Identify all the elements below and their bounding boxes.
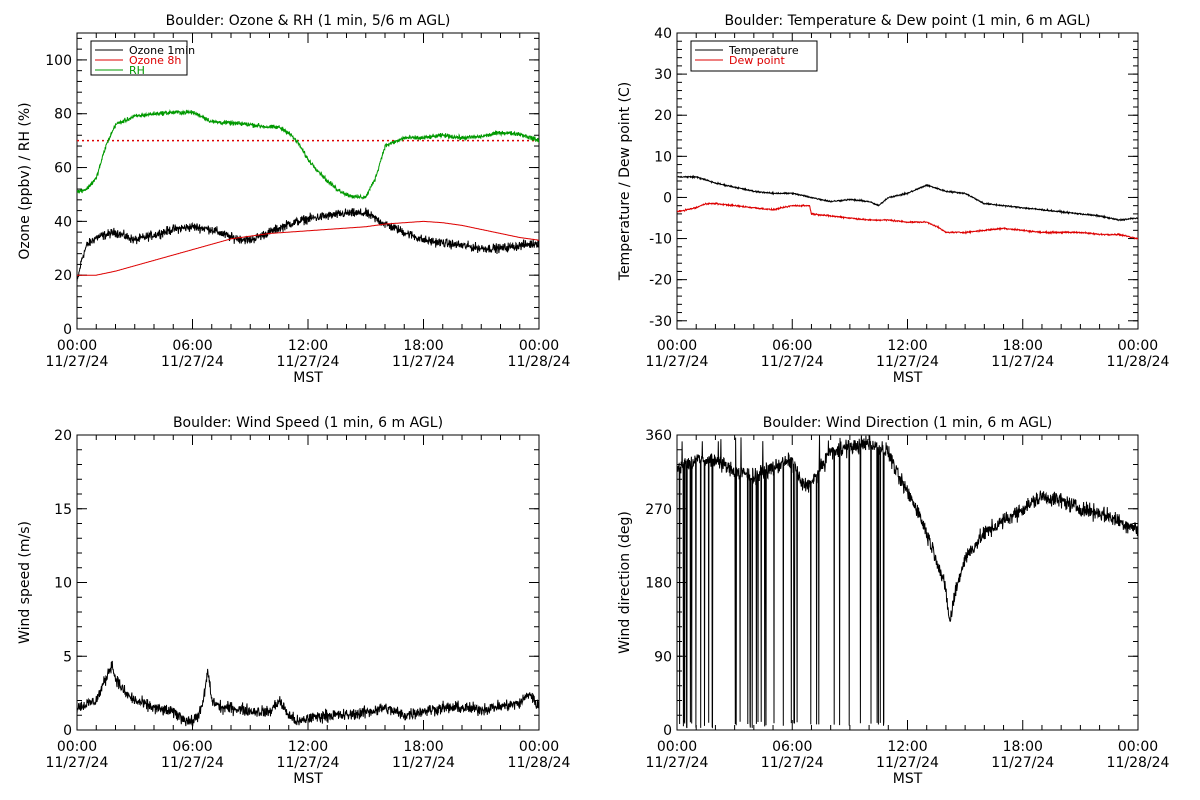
legend-label: Dew point xyxy=(729,54,785,67)
panel-title: Boulder: Temperature & Dew point (1 min,… xyxy=(724,13,1090,29)
panel-title: Boulder: Wind Speed (1 min, 6 m AGL) xyxy=(173,415,443,431)
y-tick-label: 15 xyxy=(54,502,72,518)
x-tick-label-time: 00:00 xyxy=(519,739,559,755)
x-tick-label-time: 00:00 xyxy=(57,739,97,755)
x-tick-label-time: 06:00 xyxy=(772,338,812,354)
x-tick-label-time: 00:00 xyxy=(1118,739,1158,755)
panel-temp_dew: Boulder: Temperature & Dew point (1 min,… xyxy=(617,13,1170,386)
x-axis-label: MST xyxy=(293,771,323,787)
series-line-series-0 xyxy=(677,435,1138,729)
x-tick-label-time: 00:00 xyxy=(519,338,559,354)
y-tick-label: 40 xyxy=(54,214,72,230)
y-axis-label: Wind direction (deg) xyxy=(617,511,633,654)
x-tick-label-date: 11/27/24 xyxy=(991,755,1054,771)
y-axis-label: Temperature / Dew point (C) xyxy=(617,82,633,281)
y-tick-label: 40 xyxy=(654,26,672,42)
x-tick-label-time: 18:00 xyxy=(403,338,443,354)
x-tick-label-time: 00:00 xyxy=(657,338,697,354)
series-line-dew-point xyxy=(677,201,1138,240)
y-tick-label: 0 xyxy=(63,322,72,338)
x-tick-label-date: 11/27/24 xyxy=(876,354,939,370)
y-tick-label: 20 xyxy=(54,268,72,284)
series-line-series-0 xyxy=(77,660,539,727)
series-line-temperature xyxy=(677,174,1138,222)
x-tick-label-date: 11/27/24 xyxy=(46,354,109,370)
legend-label: Ozone 1min xyxy=(129,44,195,57)
x-tick-label-date: 11/28/24 xyxy=(508,755,571,771)
y-tick-label: 270 xyxy=(645,502,672,518)
y-tick-label: 5 xyxy=(63,649,72,665)
x-tick-label-date: 11/28/24 xyxy=(1107,354,1170,370)
legend xyxy=(90,40,188,76)
legend-label: Temperature xyxy=(728,44,799,57)
x-tick-label-date: 11/27/24 xyxy=(392,755,455,771)
y-tick-label: 10 xyxy=(54,576,72,592)
y-tick-label: 30 xyxy=(654,67,672,83)
x-tick-label-time: 06:00 xyxy=(172,739,212,755)
plot-frame xyxy=(76,434,540,731)
x-tick-label-date: 11/27/24 xyxy=(277,354,340,370)
x-tick-label-date: 11/27/24 xyxy=(161,755,224,771)
y-tick-label: 80 xyxy=(54,107,72,123)
plot-frame xyxy=(676,434,1139,731)
x-axis-label: MST xyxy=(893,370,923,386)
x-tick-label-date: 11/27/24 xyxy=(761,755,824,771)
y-tick-label: 180 xyxy=(645,576,672,592)
y-tick-label: 360 xyxy=(645,428,672,444)
y-tick-label: 60 xyxy=(54,161,72,177)
y-tick-label: -20 xyxy=(649,273,672,289)
x-tick-label-date: 11/27/24 xyxy=(392,354,455,370)
x-tick-label-date: 11/27/24 xyxy=(161,354,224,370)
x-tick-label-date: 11/27/24 xyxy=(277,755,340,771)
plot-frame xyxy=(676,32,1139,330)
x-tick-label-time: 12:00 xyxy=(288,338,328,354)
panel-title: Boulder: Ozone & RH (1 min, 5/6 m AGL) xyxy=(166,13,451,29)
x-tick-label-time: 06:00 xyxy=(772,739,812,755)
y-tick-label: 0 xyxy=(663,723,672,739)
x-tick-label-time: 12:00 xyxy=(288,739,328,755)
y-tick-label: 100 xyxy=(45,53,72,69)
x-axis-label: MST xyxy=(293,370,323,386)
x-tick-label-time: 00:00 xyxy=(1118,338,1158,354)
plot-frame xyxy=(76,32,540,330)
panel-ozone_rh: Boulder: Ozone & RH (1 min, 5/6 m AGL) 0 2… xyxy=(17,13,571,386)
series-line-ozone-8h xyxy=(77,220,539,276)
y-tick-label: 20 xyxy=(54,428,72,444)
x-tick-label-date: 11/27/24 xyxy=(876,755,939,771)
x-tick-label-date: 11/27/24 xyxy=(46,755,109,771)
y-tick-label: 10 xyxy=(654,149,672,165)
panel-wind_dir: Boulder: Wind Direction (1 min, 6 m AGL)… xyxy=(617,415,1170,787)
x-tick-label-date: 11/28/24 xyxy=(508,354,571,370)
series-line-ozone-1min xyxy=(77,207,539,283)
x-tick-label-date: 11/27/24 xyxy=(646,755,709,771)
x-tick-label-date: 11/27/24 xyxy=(646,354,709,370)
x-tick-label-time: 00:00 xyxy=(57,338,97,354)
x-tick-label-time: 18:00 xyxy=(1003,338,1043,354)
x-tick-label-time: 06:00 xyxy=(172,338,212,354)
legend-label: RH xyxy=(129,64,145,77)
panel-wind_speed: Boulder: Wind Speed (1 min, 6 m AGL) 0 5 10… xyxy=(17,415,571,787)
x-tick-label-time: 12:00 xyxy=(887,739,927,755)
y-tick-label: -10 xyxy=(649,232,672,248)
y-tick-label: 0 xyxy=(663,190,672,206)
y-tick-label: -30 xyxy=(649,314,672,330)
x-tick-label-date: 11/27/24 xyxy=(991,354,1054,370)
y-axis-label: Ozone (ppbv) / RH (%) xyxy=(17,102,33,259)
legend-label: Ozone 8h xyxy=(129,54,181,67)
x-tick-label-date: 11/28/24 xyxy=(1107,755,1170,771)
y-axis-label: Wind speed (m/s) xyxy=(17,521,33,644)
legend xyxy=(690,40,818,72)
x-tick-label-time: 00:00 xyxy=(657,739,697,755)
x-tick-label-date: 11/27/24 xyxy=(761,354,824,370)
series-line-rh xyxy=(77,108,539,200)
y-tick-label: 20 xyxy=(654,108,672,124)
x-tick-label-time: 12:00 xyxy=(887,338,927,354)
panel-title: Boulder: Wind Direction (1 min, 6 m AGL) xyxy=(763,415,1052,431)
y-tick-label: 0 xyxy=(63,723,72,739)
x-tick-label-time: 18:00 xyxy=(403,739,443,755)
y-tick-label: 90 xyxy=(654,649,672,665)
x-axis-label: MST xyxy=(893,771,923,787)
x-tick-label-time: 18:00 xyxy=(1003,739,1043,755)
